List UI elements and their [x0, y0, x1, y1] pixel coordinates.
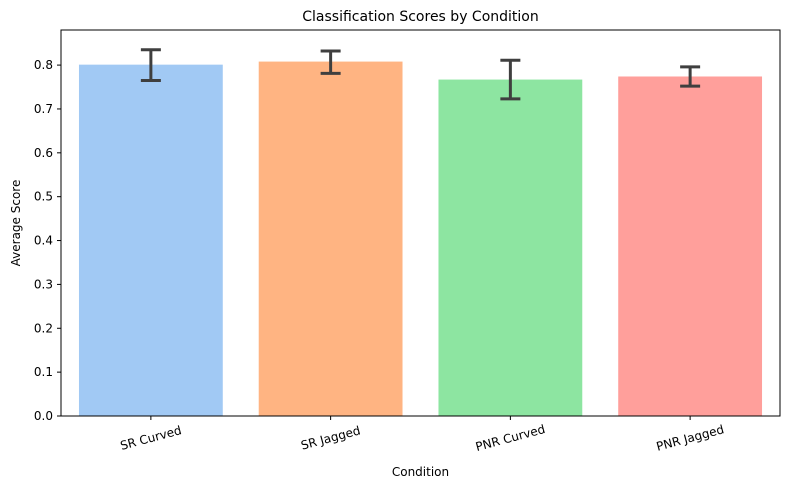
x-axis: SR Curved SR Jagged PNR Curved PNR Jagged: [119, 416, 726, 454]
y-tick-label: 0.8: [34, 58, 53, 72]
y-axis-title: Average Score: [9, 180, 23, 267]
y-tick-label: 0.2: [34, 321, 53, 335]
x-tick-label: SR Curved: [119, 423, 183, 453]
x-tick-label: PNR Jagged: [655, 422, 726, 454]
plot-frame: [60, 29, 781, 417]
x-axis-title: Condition: [392, 465, 449, 479]
x-tick-label: PNR Curved: [474, 422, 547, 454]
y-tick-label: 0.1: [34, 365, 53, 379]
error-bars-group: [140, 48, 701, 101]
y-axis: 0.0 0.1 0.2 0.3 0.4 0.5 0.6 0.7 0.8: [34, 58, 61, 423]
bar-pnr-curved: [438, 79, 583, 416]
y-tick-label: 0.4: [34, 234, 53, 248]
bar-pnr-jagged: [618, 76, 763, 416]
y-tick-label: 0.7: [34, 102, 53, 116]
bar-sr-jagged: [258, 61, 403, 416]
y-tick-label: 0.6: [34, 146, 53, 160]
y-tick-label: 0.3: [34, 277, 53, 291]
y-tick-label: 0.5: [34, 190, 53, 204]
chart-title: Classification Scores by Condition: [302, 9, 538, 25]
bar-sr-curved: [78, 64, 223, 416]
y-tick-label: 0.0: [34, 409, 53, 423]
x-tick-label: SR Jagged: [299, 423, 361, 452]
bars-group: [78, 61, 763, 416]
